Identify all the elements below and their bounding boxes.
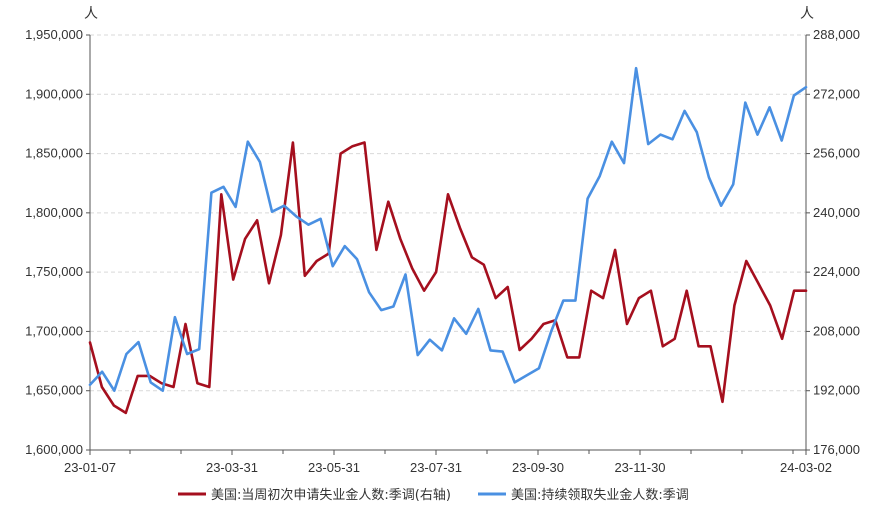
- right-tick-label: 176,000: [813, 442, 860, 457]
- legend-label-initial-claims: 美国:当周初次申请失业金人数:季调(右轴): [211, 487, 451, 503]
- left-tick-label: 1,850,000: [25, 146, 83, 161]
- x-tick-label: 23-03-31: [206, 460, 258, 475]
- x-tick-label: 23-05-31: [308, 460, 360, 475]
- right-tick-label: 272,000: [813, 86, 860, 101]
- x-tick-label: 23-07-31: [410, 460, 462, 475]
- x-tick-label: 23-09-30: [512, 460, 564, 475]
- left-tick-label: 1,600,000: [25, 442, 83, 457]
- right-tick-label: 192,000: [813, 383, 860, 398]
- series-continuing-claims-line: [88, 66, 808, 393]
- series-lines: [88, 66, 808, 415]
- left-tick-label: 1,900,000: [25, 86, 83, 101]
- legend: 美国:当周初次申请失业金人数:季调(右轴) 美国:持续领取失业金人数:季调: [178, 487, 689, 503]
- left-tick-label: 1,750,000: [25, 264, 83, 279]
- left-axis-tick-labels: 1,600,000 1,650,000 1,700,000 1,750,000 1,80…: [25, 27, 90, 457]
- right-tick-label: 288,000: [813, 27, 860, 42]
- right-tick-label: 256,000: [813, 146, 860, 161]
- left-tick-label: 1,650,000: [25, 383, 83, 398]
- x-tick-label: 24-03-02: [780, 460, 832, 475]
- x-tick-label: 23-11-30: [614, 460, 665, 475]
- right-tick-label: 208,000: [813, 323, 860, 338]
- legend-label-continuing-claims: 美国:持续领取失业金人数:季调: [511, 487, 689, 503]
- x-tick-label: 23-01-07: [64, 460, 116, 475]
- left-tick-label: 1,800,000: [25, 205, 83, 220]
- x-axis-tick-labels: 23-01-07 23-03-31 23-05-31 23-07-31 23-09-30…: [64, 450, 832, 475]
- left-tick-label: 1,700,000: [25, 323, 83, 338]
- right-axis-tick-labels: 176,000 192,000 208,000 224,000 240,000 256,0…: [806, 27, 860, 457]
- right-tick-label: 224,000: [813, 264, 860, 279]
- axes: [89, 35, 807, 451]
- right-tick-label: 240,000: [813, 205, 860, 220]
- left-tick-label: 1,950,000: [25, 27, 83, 42]
- right-axis-unit: 人: [800, 6, 814, 22]
- series-initial-claims-line: [88, 141, 808, 415]
- left-axis-unit: 人: [84, 6, 98, 22]
